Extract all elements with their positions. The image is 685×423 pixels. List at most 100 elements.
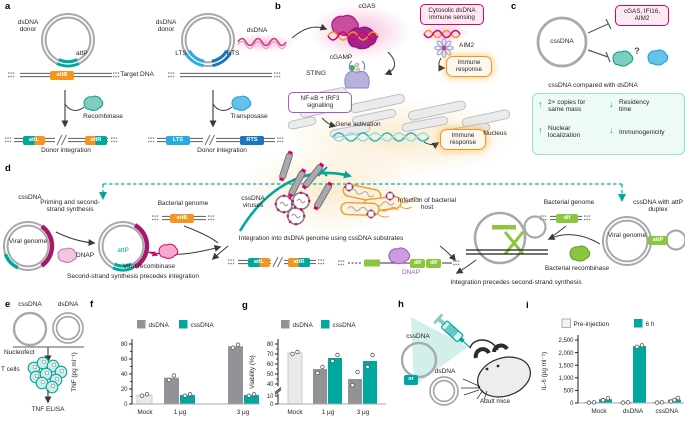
question-mark: ? [634, 46, 640, 57]
attl-site: attL [23, 135, 45, 146]
chart-text: 0 [270, 402, 274, 408]
data-point [187, 392, 193, 397]
legend-swatch [281, 320, 290, 329]
data-point [290, 351, 295, 357]
bacterial-genome-right-label: Bacterial genome [543, 199, 595, 206]
filamentous-phage-icon [313, 181, 333, 211]
chart-text: 1,000 [558, 376, 574, 382]
panel-label-e: e [5, 299, 11, 310]
panel-label-i: i [526, 300, 529, 311]
cssdna-label-e: cssDNA [18, 301, 42, 308]
immune-response-box-1: Immune response [446, 56, 492, 77]
up-arrow-icon: ↑ [538, 99, 543, 109]
data-point [654, 400, 660, 405]
bar-dsDNA-1 μg [313, 369, 327, 404]
bar-cssDNA-1 μg [328, 358, 342, 404]
chart-f: 0 20 40 60 80 Mock 1 μg 3 μg dsDNA cssDNA TNF (pg … [71, 320, 260, 416]
bacterial-recombinase-label: Bacterial recombinase [544, 265, 610, 272]
bar-mock-Mock [136, 394, 153, 405]
chart-text: cssDNA [655, 408, 679, 415]
dif-site-right: dif [556, 213, 578, 224]
sensors-box: cGAS, IFI16, AIM2 [615, 5, 669, 26]
dsdna-label: dsDNA [246, 27, 268, 34]
chart-text: 3 μg [237, 409, 250, 416]
legend-swatch [634, 319, 643, 328]
data-point [365, 364, 370, 370]
legend-swatch [321, 320, 330, 329]
tnf-elisa-label: TNF ELISA [31, 406, 65, 413]
membrane-segment [401, 116, 449, 132]
chart-text: TNF (pg ml⁻¹) [71, 352, 78, 392]
chart-text: 20 [121, 387, 128, 393]
chart-text: 0 [124, 402, 128, 408]
protein-blob-icon [388, 247, 411, 265]
compare-title: cssDNA compared with dsDNA [548, 82, 638, 89]
compare-item-residency: Residency time [619, 99, 650, 114]
data-point [251, 392, 257, 397]
data-point [625, 400, 631, 405]
chart-text: 2,500 [558, 338, 574, 344]
down-arrow-icon: ↓ [609, 99, 614, 109]
data-point [600, 398, 606, 403]
data-point [672, 397, 677, 403]
cargo-site [364, 259, 380, 267]
bar-dsDNA-3 μg [348, 379, 362, 404]
data-point [659, 400, 665, 405]
transposase-label: Transposase [230, 113, 268, 120]
data-point [639, 343, 645, 348]
panel-label-f: f [90, 299, 94, 310]
protein-blob-icon [83, 95, 104, 111]
chart-text: 40 [267, 382, 274, 388]
chart-text: Mock [287, 409, 303, 416]
dsdna-label-h: dsDNA [434, 368, 456, 375]
viral-genome-label-1: Viral genome [8, 238, 48, 245]
infection-label: Infection of bacterial host [397, 197, 457, 212]
chart-text: 10 [267, 394, 274, 400]
chart-text: 6 h [646, 321, 655, 328]
injection-spray [411, 317, 468, 386]
chart-text: 1 μg [174, 409, 187, 416]
chart-text: 60 [267, 362, 274, 368]
nfkb-irf3-box: NF-κB + IRF3 signalling [288, 92, 352, 113]
dnap-center-label: DNAP [401, 269, 421, 276]
target-dna-label: Target DNA [120, 71, 154, 78]
data-point [144, 392, 150, 397]
chart-text: 1 μg [322, 409, 335, 416]
chart-text: dsDNA [623, 408, 644, 415]
chart-text: 3 μg [357, 409, 370, 416]
dif-site-2: dif [426, 258, 441, 269]
or-badge: or [404, 375, 418, 385]
cgamp-label: cGAMP [329, 54, 353, 61]
data-point [330, 358, 335, 364]
chart-text: 1,500 [558, 363, 574, 369]
data-point [320, 364, 325, 370]
chart-text: 40 [121, 372, 128, 378]
protein-blob-icon [569, 245, 591, 262]
attb-site-d: attB [170, 213, 194, 224]
data-point [171, 373, 177, 378]
sting-icon [344, 70, 370, 89]
chart-g: 0 10 40 50 60 70 80 Mock 1 μg 3 μg dsDNA cssDNA Viab… [249, 320, 386, 416]
protein-blob-icon [158, 243, 179, 259]
membrane-segment [287, 116, 317, 130]
protein-blob-icon [231, 95, 252, 111]
bar-cssDNA-1 μg [180, 395, 195, 404]
filamentous-phage-icon [301, 162, 325, 190]
legend-swatch [561, 318, 571, 328]
data-point [182, 393, 188, 398]
priming-label: Priming and second-strand synthesis [40, 199, 100, 214]
bar-dsDNA-3 μg [228, 346, 243, 404]
chart-text: Mock [137, 409, 153, 416]
attp-label: attP [76, 50, 88, 57]
panel-label-h: h [398, 299, 404, 310]
attp-site-right: attP [648, 235, 668, 246]
panel-label-a: a [5, 1, 11, 12]
data-point [335, 352, 340, 358]
donor-integration-left-label: Donor integration [41, 147, 91, 154]
aim2-label: AIM2 [459, 42, 475, 49]
cgas-label: cGAS [358, 3, 376, 10]
t-cells-label: T cells [1, 366, 20, 373]
cytosolic-sensing-box: Cytosolic dsDNA immune sensing [420, 4, 484, 25]
data-point [605, 396, 611, 401]
